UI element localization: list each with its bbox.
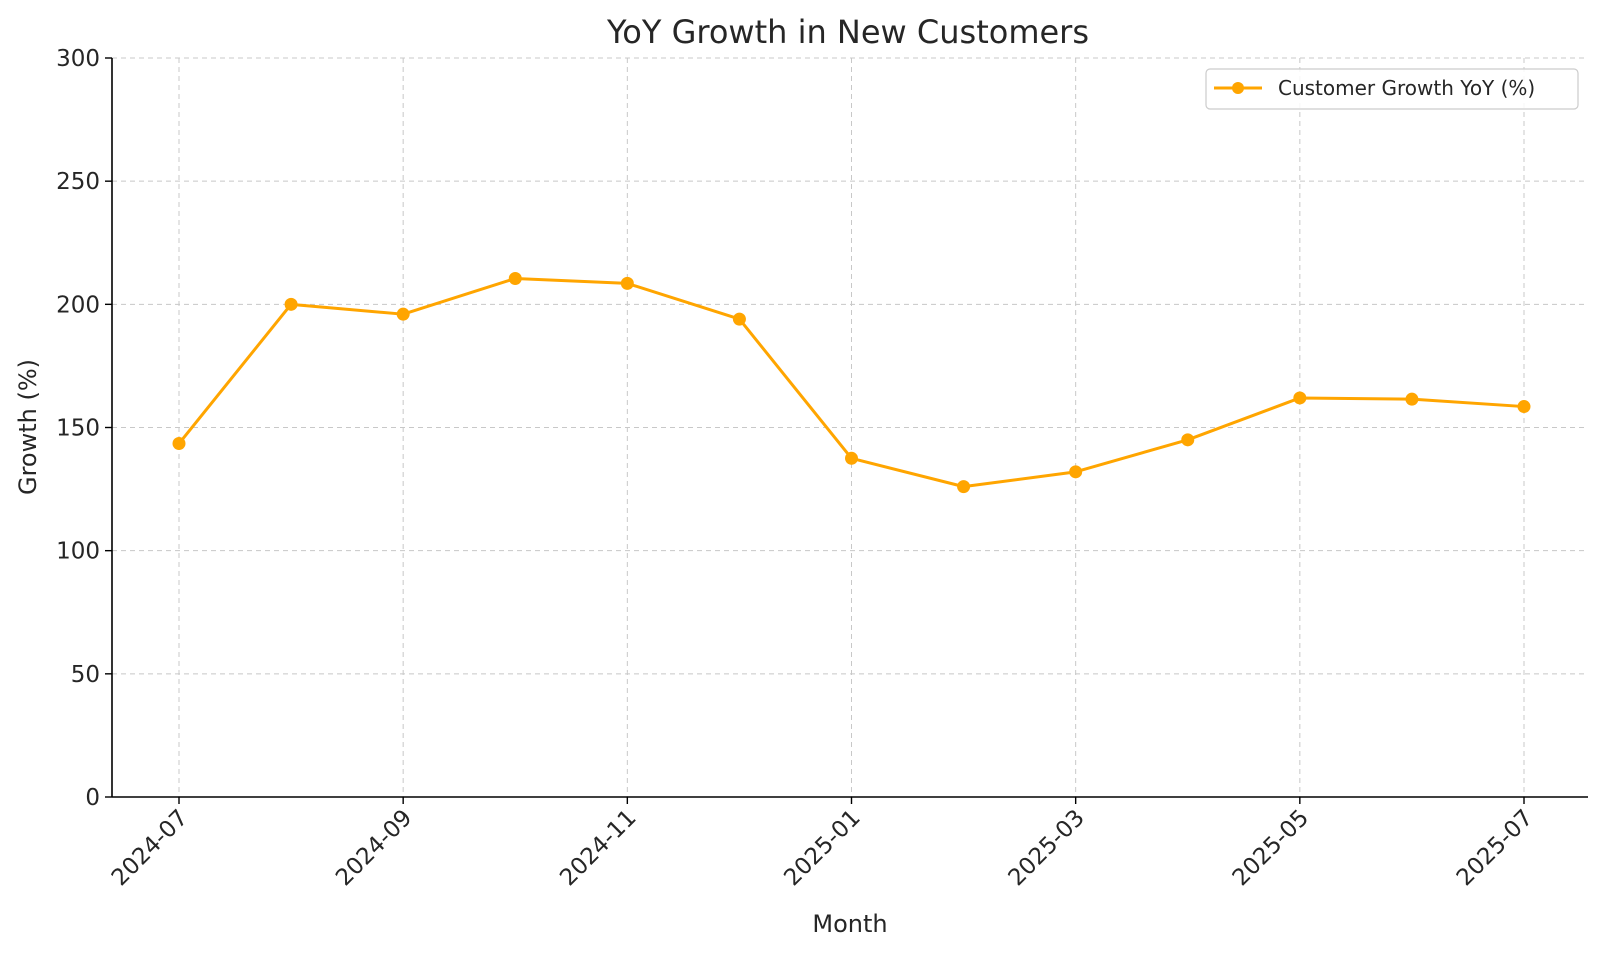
y-axis-label: Growth (%) (14, 359, 42, 495)
data-point (1181, 433, 1195, 447)
x-tick-label: 2025-01 (779, 805, 865, 891)
series-layer (172, 271, 1531, 494)
x-tick-label: 2024-11 (555, 805, 641, 891)
y-tick-label: 0 (85, 785, 100, 811)
data-point (508, 271, 522, 285)
x-tick-label: 2024-07 (107, 805, 193, 891)
y-tick-label: 50 (71, 662, 100, 688)
y-tick-label: 150 (56, 416, 100, 442)
data-point (1293, 391, 1307, 405)
chart-title: YoY Growth in New Customers (606, 13, 1089, 51)
y-tick-label: 200 (56, 292, 100, 318)
legend-label: Customer Growth YoY (%) (1278, 76, 1535, 100)
legend: Customer Growth YoY (%) (1205, 68, 1579, 110)
grid-lines (112, 57, 1588, 798)
data-point (845, 451, 858, 465)
x-axis-label: Month (812, 910, 887, 938)
x-tick-label: 2025-05 (1228, 805, 1314, 891)
y-tick-label: 100 (56, 539, 100, 565)
legend-marker-swatch (1232, 82, 1244, 94)
data-point (1517, 400, 1531, 414)
y-tick-label: 250 (56, 169, 100, 195)
x-tick-label: 2024-09 (331, 805, 417, 891)
data-point (957, 480, 971, 494)
legend-box (1205, 68, 1579, 110)
data-point (620, 276, 634, 290)
x-tick-label: 2025-07 (1452, 805, 1538, 891)
x-axis-ticks: 2024-07 2024-09 2024-11 2025-01 2025-03 2025-… (107, 797, 1538, 891)
y-axis-ticks: 0 50 100 150 200 250 300 (56, 46, 112, 811)
data-point (732, 312, 746, 326)
data-point (172, 437, 186, 451)
data-point (1405, 392, 1419, 406)
data-point (284, 297, 298, 311)
x-tick-label: 2025-03 (1004, 805, 1090, 891)
data-point (396, 307, 410, 321)
y-tick-label: 300 (56, 46, 100, 72)
data-point (1069, 465, 1083, 479)
